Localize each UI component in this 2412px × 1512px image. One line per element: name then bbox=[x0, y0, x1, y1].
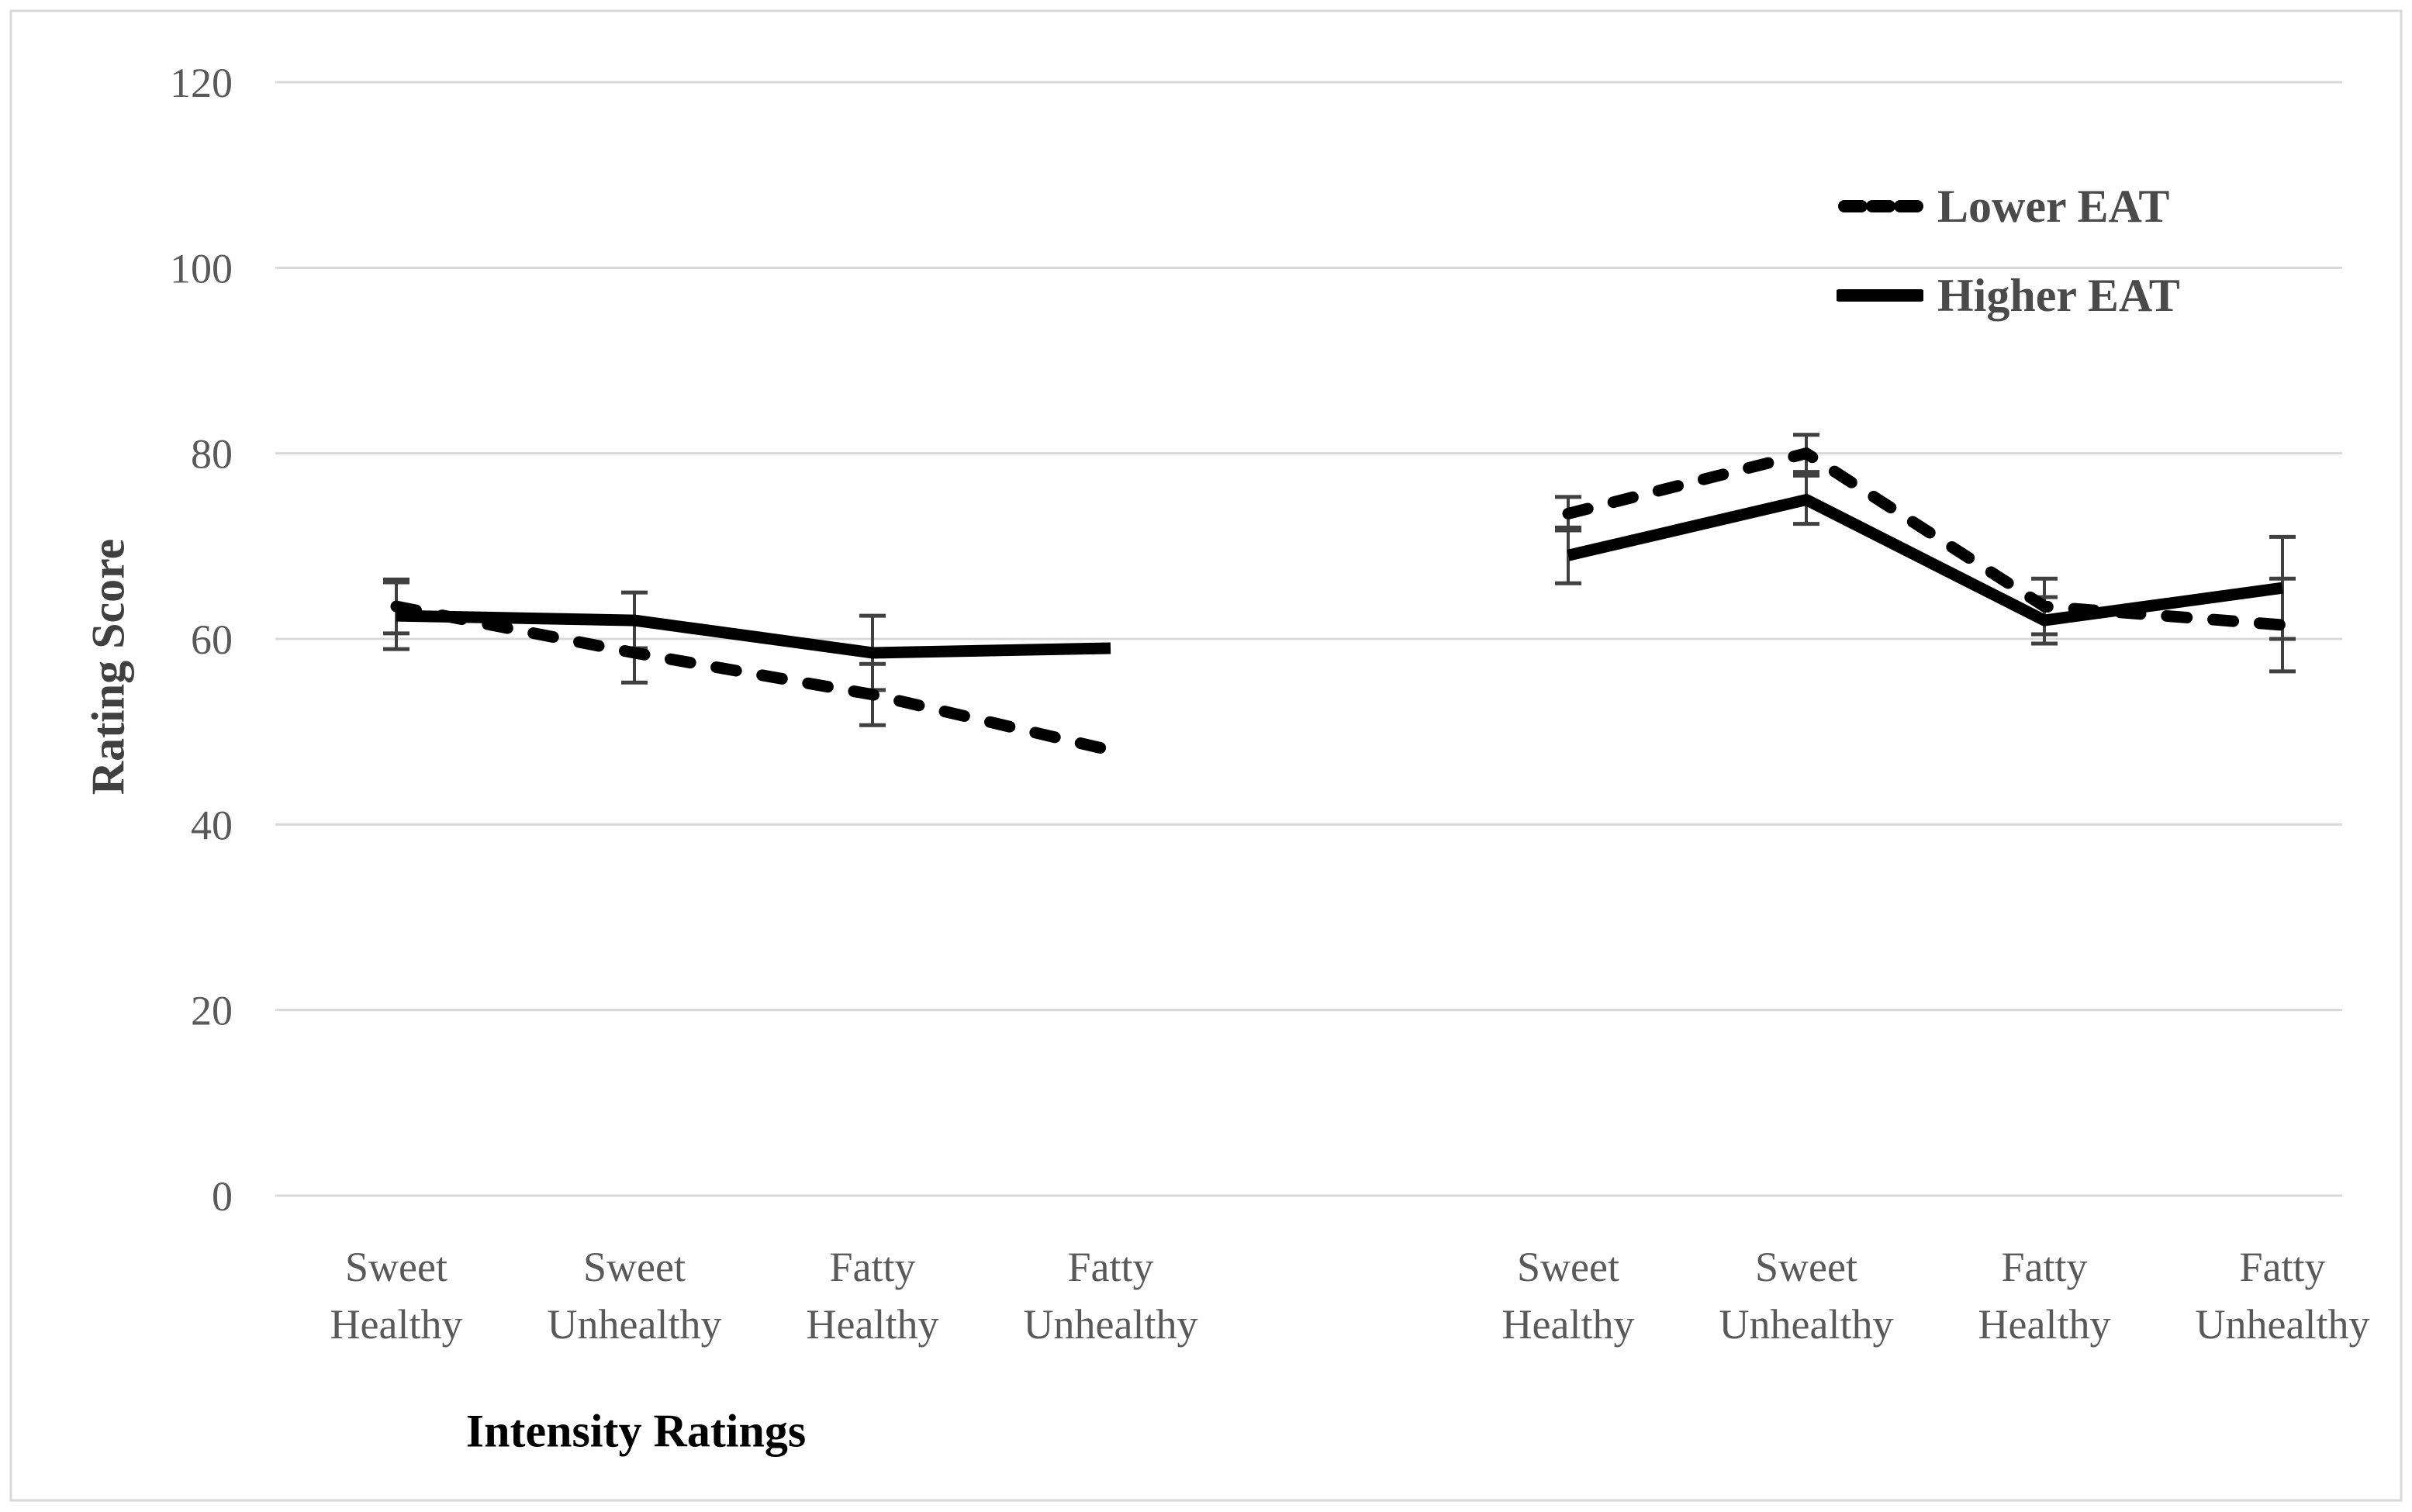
x-category-label-panel1-1: Healthy bbox=[330, 1301, 463, 1348]
x-category-label-panel2-3: Fatty bbox=[2001, 1244, 2087, 1290]
y-axis-title: Rating Score bbox=[82, 538, 134, 796]
y-tick-label-20: 20 bbox=[191, 988, 233, 1034]
x-category-label-panel2-2: Sweet bbox=[1755, 1244, 1857, 1290]
x-category-label-panel2-1: Healthy bbox=[1502, 1301, 1635, 1348]
series-line-lower-eat-panel1 bbox=[390, 600, 1117, 757]
series-line-higher-eat-panel2 bbox=[1567, 494, 2284, 627]
series-line-higher-eat-panel1 bbox=[396, 609, 1111, 659]
x-category-label-panel1-3: Healthy bbox=[807, 1301, 939, 1348]
x-category-label-panel1-3: Fatty bbox=[829, 1244, 915, 1290]
x-axis-group-title: Intensity Ratings bbox=[465, 1405, 807, 1457]
y-tick-label-0: 0 bbox=[212, 1173, 233, 1220]
dashed-line-sample-icon bbox=[1838, 200, 1923, 212]
x-category-label-panel1-2: Unhealthy bbox=[548, 1301, 722, 1348]
y-tick-label-100: 100 bbox=[170, 245, 233, 292]
y-tick-label-80: 80 bbox=[191, 431, 233, 478]
legend-label-lower-eat: Lower EAT bbox=[1937, 180, 2170, 232]
x-category-label-panel2-2: Unhealthy bbox=[1719, 1301, 1894, 1348]
x-category-label-panel1-4: Fatty bbox=[1067, 1244, 1153, 1290]
x-category-label-panel2-4: Fatty bbox=[2239, 1244, 2325, 1290]
legend-item-lower-eat: Lower EAT bbox=[1837, 177, 2180, 236]
x-category-label-panel1-1: Sweet bbox=[345, 1244, 447, 1290]
legend-label-higher-eat: Higher EAT bbox=[1937, 269, 2180, 321]
x-category-label-panel1-4: Unhealthy bbox=[1024, 1301, 1198, 1348]
series-line-lower-eat-panel2 bbox=[1562, 447, 2289, 631]
x-category-label-panel2-4: Unhealthy bbox=[2196, 1301, 2370, 1348]
x-category-label-panel2-1: Sweet bbox=[1517, 1244, 1619, 1290]
y-tick-label-40: 40 bbox=[191, 802, 233, 848]
legend-item-higher-eat: Higher EAT bbox=[1837, 266, 2180, 325]
x-category-label-panel1-2: Sweet bbox=[583, 1244, 686, 1290]
legend: Lower EAT Higher EAT bbox=[1837, 177, 2180, 325]
y-tick-label-120: 120 bbox=[170, 60, 233, 106]
solid-line-sample-icon bbox=[1837, 289, 1923, 302]
figure-border bbox=[9, 9, 2403, 1502]
y-tick-label-60: 60 bbox=[191, 616, 233, 663]
x-category-label-panel2-3: Healthy bbox=[1978, 1301, 2111, 1348]
